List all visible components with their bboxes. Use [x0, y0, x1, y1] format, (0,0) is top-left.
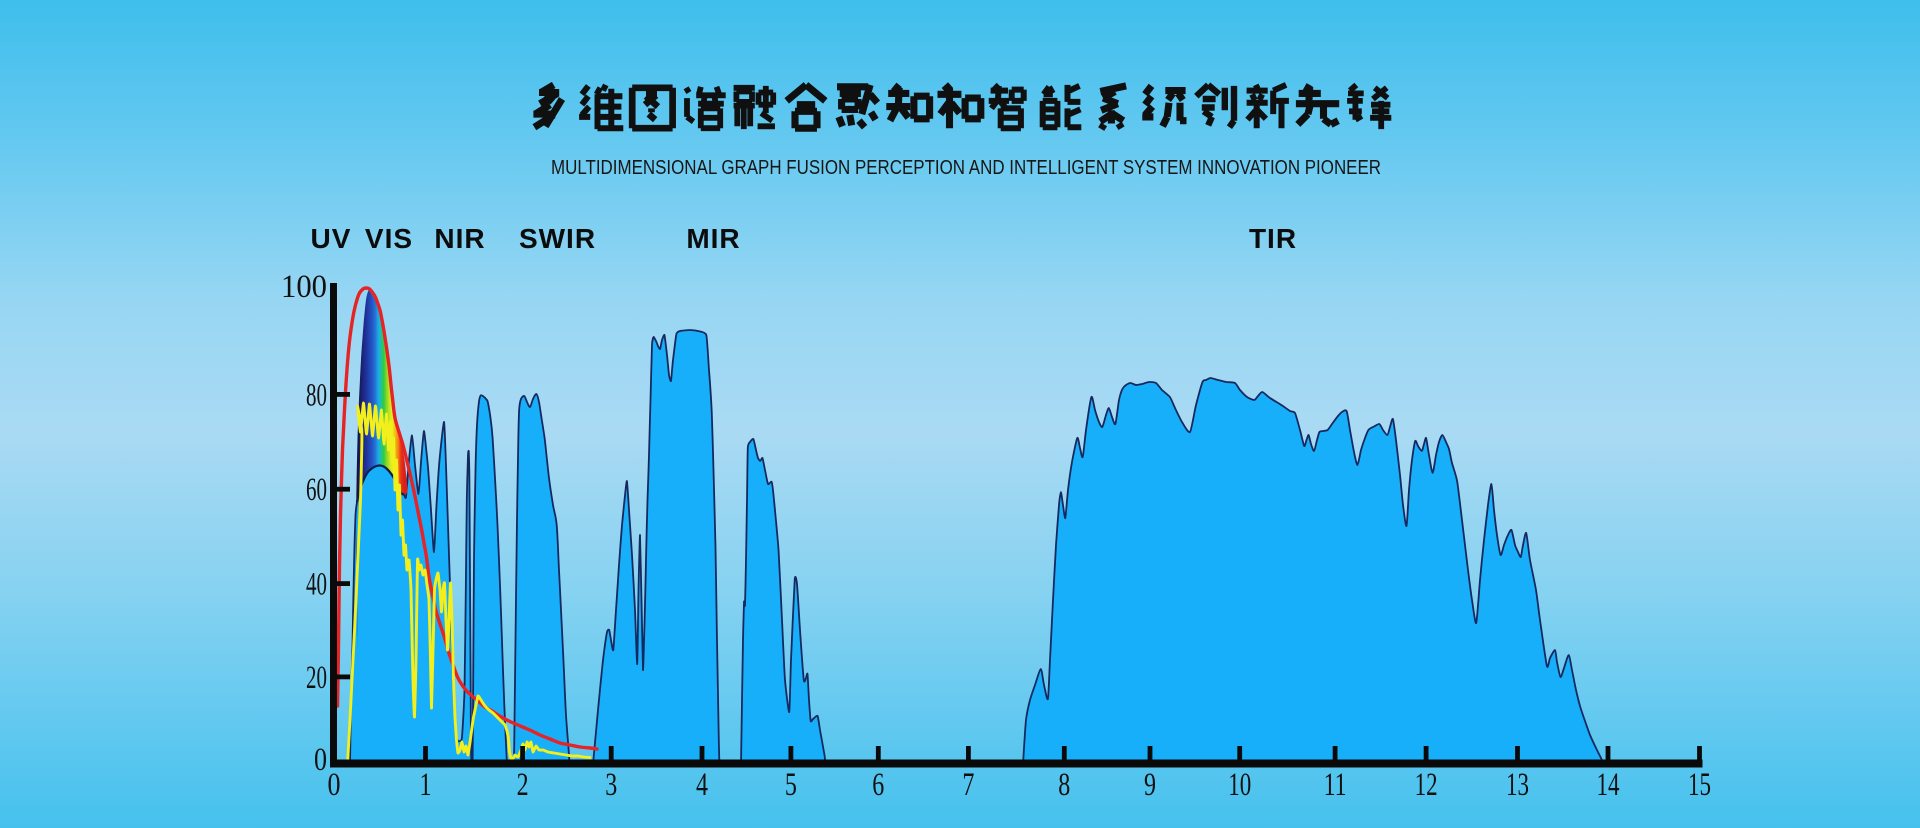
- svg-text:15: 15: [1688, 767, 1711, 803]
- svg-text:NIR: NIR: [434, 223, 485, 254]
- svg-text:11: 11: [1324, 767, 1347, 803]
- svg-text:12: 12: [1415, 767, 1438, 803]
- svg-text:14: 14: [1597, 767, 1620, 803]
- svg-text:7: 7: [962, 767, 974, 803]
- svg-text:MULTIDIMENSIONAL GRAPH FUSION: MULTIDIMENSIONAL GRAPH FUSION PERCEPTION…: [551, 157, 1381, 179]
- svg-text:4: 4: [696, 767, 708, 803]
- svg-text:VIS: VIS: [365, 223, 413, 254]
- svg-text:3: 3: [605, 767, 617, 803]
- svg-text:40: 40: [306, 567, 327, 603]
- svg-text:MIR: MIR: [686, 223, 740, 254]
- svg-text:5: 5: [785, 767, 797, 803]
- svg-text:0: 0: [314, 742, 327, 778]
- svg-text:10: 10: [1228, 767, 1251, 803]
- svg-text:20: 20: [306, 660, 327, 696]
- svg-text:9: 9: [1144, 767, 1156, 803]
- svg-text:8: 8: [1058, 767, 1070, 803]
- svg-text:6: 6: [872, 767, 884, 803]
- svg-text:100: 100: [281, 269, 327, 305]
- svg-text:0: 0: [328, 767, 341, 803]
- svg-text:TIR: TIR: [1249, 223, 1297, 254]
- svg-text:60: 60: [306, 472, 327, 508]
- svg-text:1: 1: [420, 767, 432, 803]
- svg-text:80: 80: [306, 378, 327, 414]
- svg-text:13: 13: [1506, 767, 1529, 803]
- svg-text:2: 2: [517, 767, 529, 803]
- svg-text:UV: UV: [311, 223, 352, 254]
- svg-text:SWIR: SWIR: [519, 223, 596, 254]
